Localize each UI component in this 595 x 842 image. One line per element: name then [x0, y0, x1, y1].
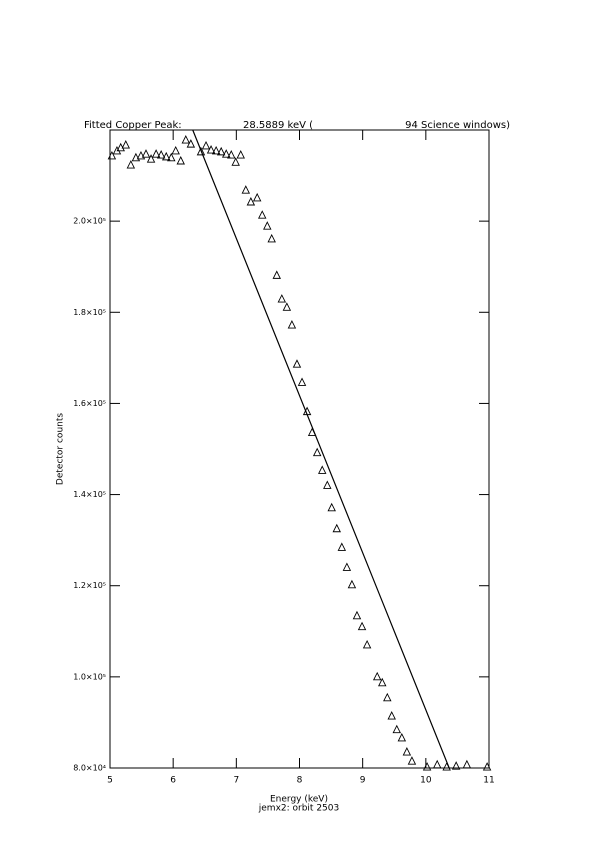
data-point [161, 151, 171, 161]
data-point [272, 270, 281, 279]
fit-line [192, 129, 450, 769]
x-tick-label: 8 [297, 776, 303, 786]
data-point [201, 140, 211, 150]
data-point [186, 139, 196, 148]
x-tick-label: 6 [170, 776, 176, 786]
data-point [342, 562, 352, 571]
data-point [258, 210, 267, 219]
data-point [402, 747, 412, 756]
data-point [482, 762, 492, 771]
data-point [282, 302, 292, 311]
subtitle: jemx2: orbit 2503 [258, 804, 339, 814]
data-point [372, 671, 382, 681]
data-point [287, 320, 297, 329]
y-tick-label: 1.0×10⁵ [73, 672, 106, 681]
data-point [167, 152, 176, 162]
y-tick-label: 1.4×10⁵ [73, 490, 106, 499]
data-point [387, 711, 396, 720]
data-point [146, 154, 156, 163]
plot-frame [109, 129, 490, 769]
data-point [407, 756, 417, 765]
data-point [227, 150, 236, 159]
y-tick-label: 2.0×10⁵ [73, 217, 106, 226]
data-point [151, 149, 161, 158]
data-point [362, 639, 372, 649]
x-tick-label: 11 [483, 776, 494, 786]
data-point [231, 157, 240, 166]
y-axis-label: Detector counts [56, 413, 66, 485]
data-point [277, 294, 287, 303]
title-part: 94 Science windows) [405, 120, 510, 131]
data-point [318, 465, 327, 474]
data-point [332, 523, 341, 533]
data-point [206, 145, 216, 154]
data-point [236, 150, 245, 159]
data-point [297, 377, 307, 386]
y-tick-label: 1.2×10⁵ [73, 581, 106, 590]
data-point [156, 150, 166, 159]
data-point [432, 759, 442, 769]
data-point [221, 149, 231, 158]
y-tick-label: 8.0×10⁴ [73, 764, 106, 773]
data-point [378, 677, 387, 687]
data-point [241, 185, 251, 194]
data-point [176, 155, 185, 165]
x-axis-label: Energy (keV) [270, 795, 328, 805]
data-point [383, 692, 392, 702]
data-point [107, 150, 117, 160]
data-point [126, 160, 136, 169]
data-point [196, 146, 206, 156]
data-point [462, 759, 472, 769]
data-point [451, 761, 461, 770]
data-point [352, 610, 362, 620]
x-tick-label: 9 [360, 776, 366, 786]
data-point [252, 192, 262, 202]
title-part: Fitted Copper Peak: [84, 120, 182, 131]
data-point [211, 145, 221, 155]
data-point [323, 480, 332, 489]
data-point [121, 140, 131, 149]
data-point [246, 196, 256, 206]
data-point [136, 150, 146, 160]
data-point [216, 146, 226, 156]
y-tick-label: 1.6×10⁵ [73, 399, 106, 408]
data-point [422, 762, 432, 771]
x-tick-label: 10 [420, 776, 432, 786]
data-point [292, 359, 302, 368]
data-point [312, 447, 322, 457]
data-point [263, 221, 272, 230]
data-point [267, 233, 276, 243]
title-part: 28.5889 keV ( [243, 120, 313, 131]
x-tick-label: 7 [233, 776, 239, 786]
data-point [347, 579, 357, 589]
data-point [181, 135, 191, 144]
data-point [141, 149, 151, 158]
data-point [397, 732, 407, 742]
data-point [337, 542, 347, 551]
data-point [327, 502, 336, 512]
data-point [171, 145, 180, 155]
x-tick-label: 5 [107, 776, 113, 786]
data-point [131, 152, 141, 162]
y-tick-label: 1.8×10⁵ [73, 308, 106, 317]
data-point [392, 724, 402, 734]
data-point [357, 621, 367, 631]
